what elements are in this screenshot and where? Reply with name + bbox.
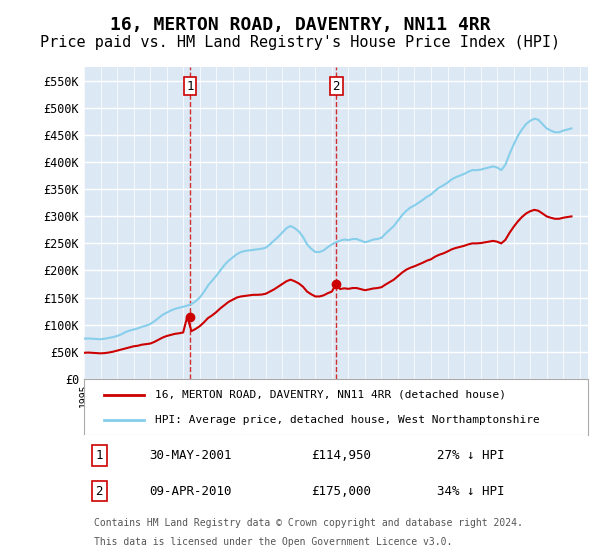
Text: 27% ↓ HPI: 27% ↓ HPI [437,449,504,462]
Text: 1: 1 [95,449,103,462]
Text: £175,000: £175,000 [311,484,371,497]
Text: Contains HM Land Registry data © Crown copyright and database right 2024.: Contains HM Land Registry data © Crown c… [94,519,523,528]
Text: This data is licensed under the Open Government Licence v3.0.: This data is licensed under the Open Gov… [94,537,452,547]
Text: 16, MERTON ROAD, DAVENTRY, NN11 4RR: 16, MERTON ROAD, DAVENTRY, NN11 4RR [110,16,490,34]
Text: 2: 2 [332,80,340,92]
Text: 2: 2 [95,484,103,497]
Text: 30-MAY-2001: 30-MAY-2001 [149,449,232,462]
Text: HPI: Average price, detached house, West Northamptonshire: HPI: Average price, detached house, West… [155,414,539,424]
Text: 16, MERTON ROAD, DAVENTRY, NN11 4RR (detached house): 16, MERTON ROAD, DAVENTRY, NN11 4RR (det… [155,390,506,400]
Text: 1: 1 [187,80,194,92]
Text: 09-APR-2010: 09-APR-2010 [149,484,232,497]
Text: £114,950: £114,950 [311,449,371,462]
Text: Price paid vs. HM Land Registry's House Price Index (HPI): Price paid vs. HM Land Registry's House … [40,35,560,49]
Text: 34% ↓ HPI: 34% ↓ HPI [437,484,504,497]
